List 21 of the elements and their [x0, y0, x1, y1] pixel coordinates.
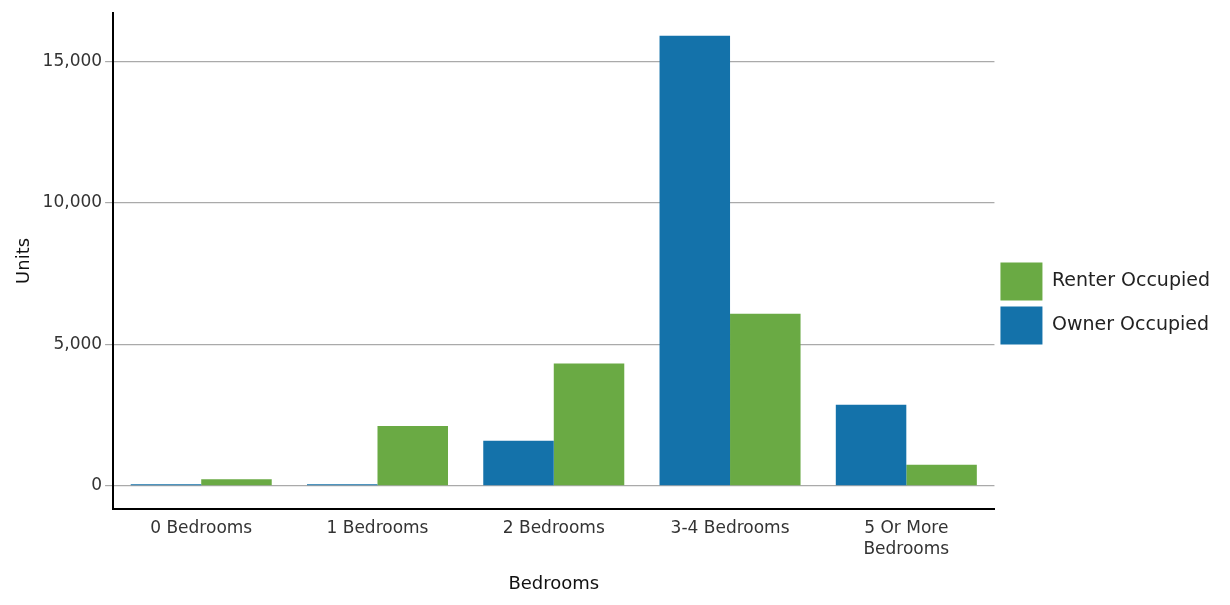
y-tick-label: 0 [91, 474, 103, 495]
bar [201, 479, 272, 486]
bar [377, 425, 448, 486]
x-tick-label: 0 Bedrooms [150, 517, 253, 538]
bar [730, 313, 801, 486]
x-tick-label: 3-4 Bedrooms [670, 517, 790, 538]
bar [906, 464, 977, 486]
x-tick-label: 5 Or More Bedrooms [863, 517, 950, 558]
legend-label: Owner Occupied [1051, 312, 1210, 335]
bar [553, 363, 625, 486]
y-axis-title: Units [12, 237, 34, 284]
bar [483, 440, 554, 486]
x-tick-label: 1 Bedrooms [326, 517, 429, 538]
legend-label: Renter Occupied [1051, 268, 1211, 291]
x-axis-title: Bedrooms [508, 571, 600, 593]
x-tick-label: 2 Bedrooms [502, 517, 605, 538]
bar [835, 404, 907, 486]
y-tick-label: 15,000 [42, 49, 103, 70]
bar [659, 35, 731, 486]
y-tick-label: 10,000 [42, 191, 103, 212]
y-tick-label: 5,000 [53, 332, 103, 353]
